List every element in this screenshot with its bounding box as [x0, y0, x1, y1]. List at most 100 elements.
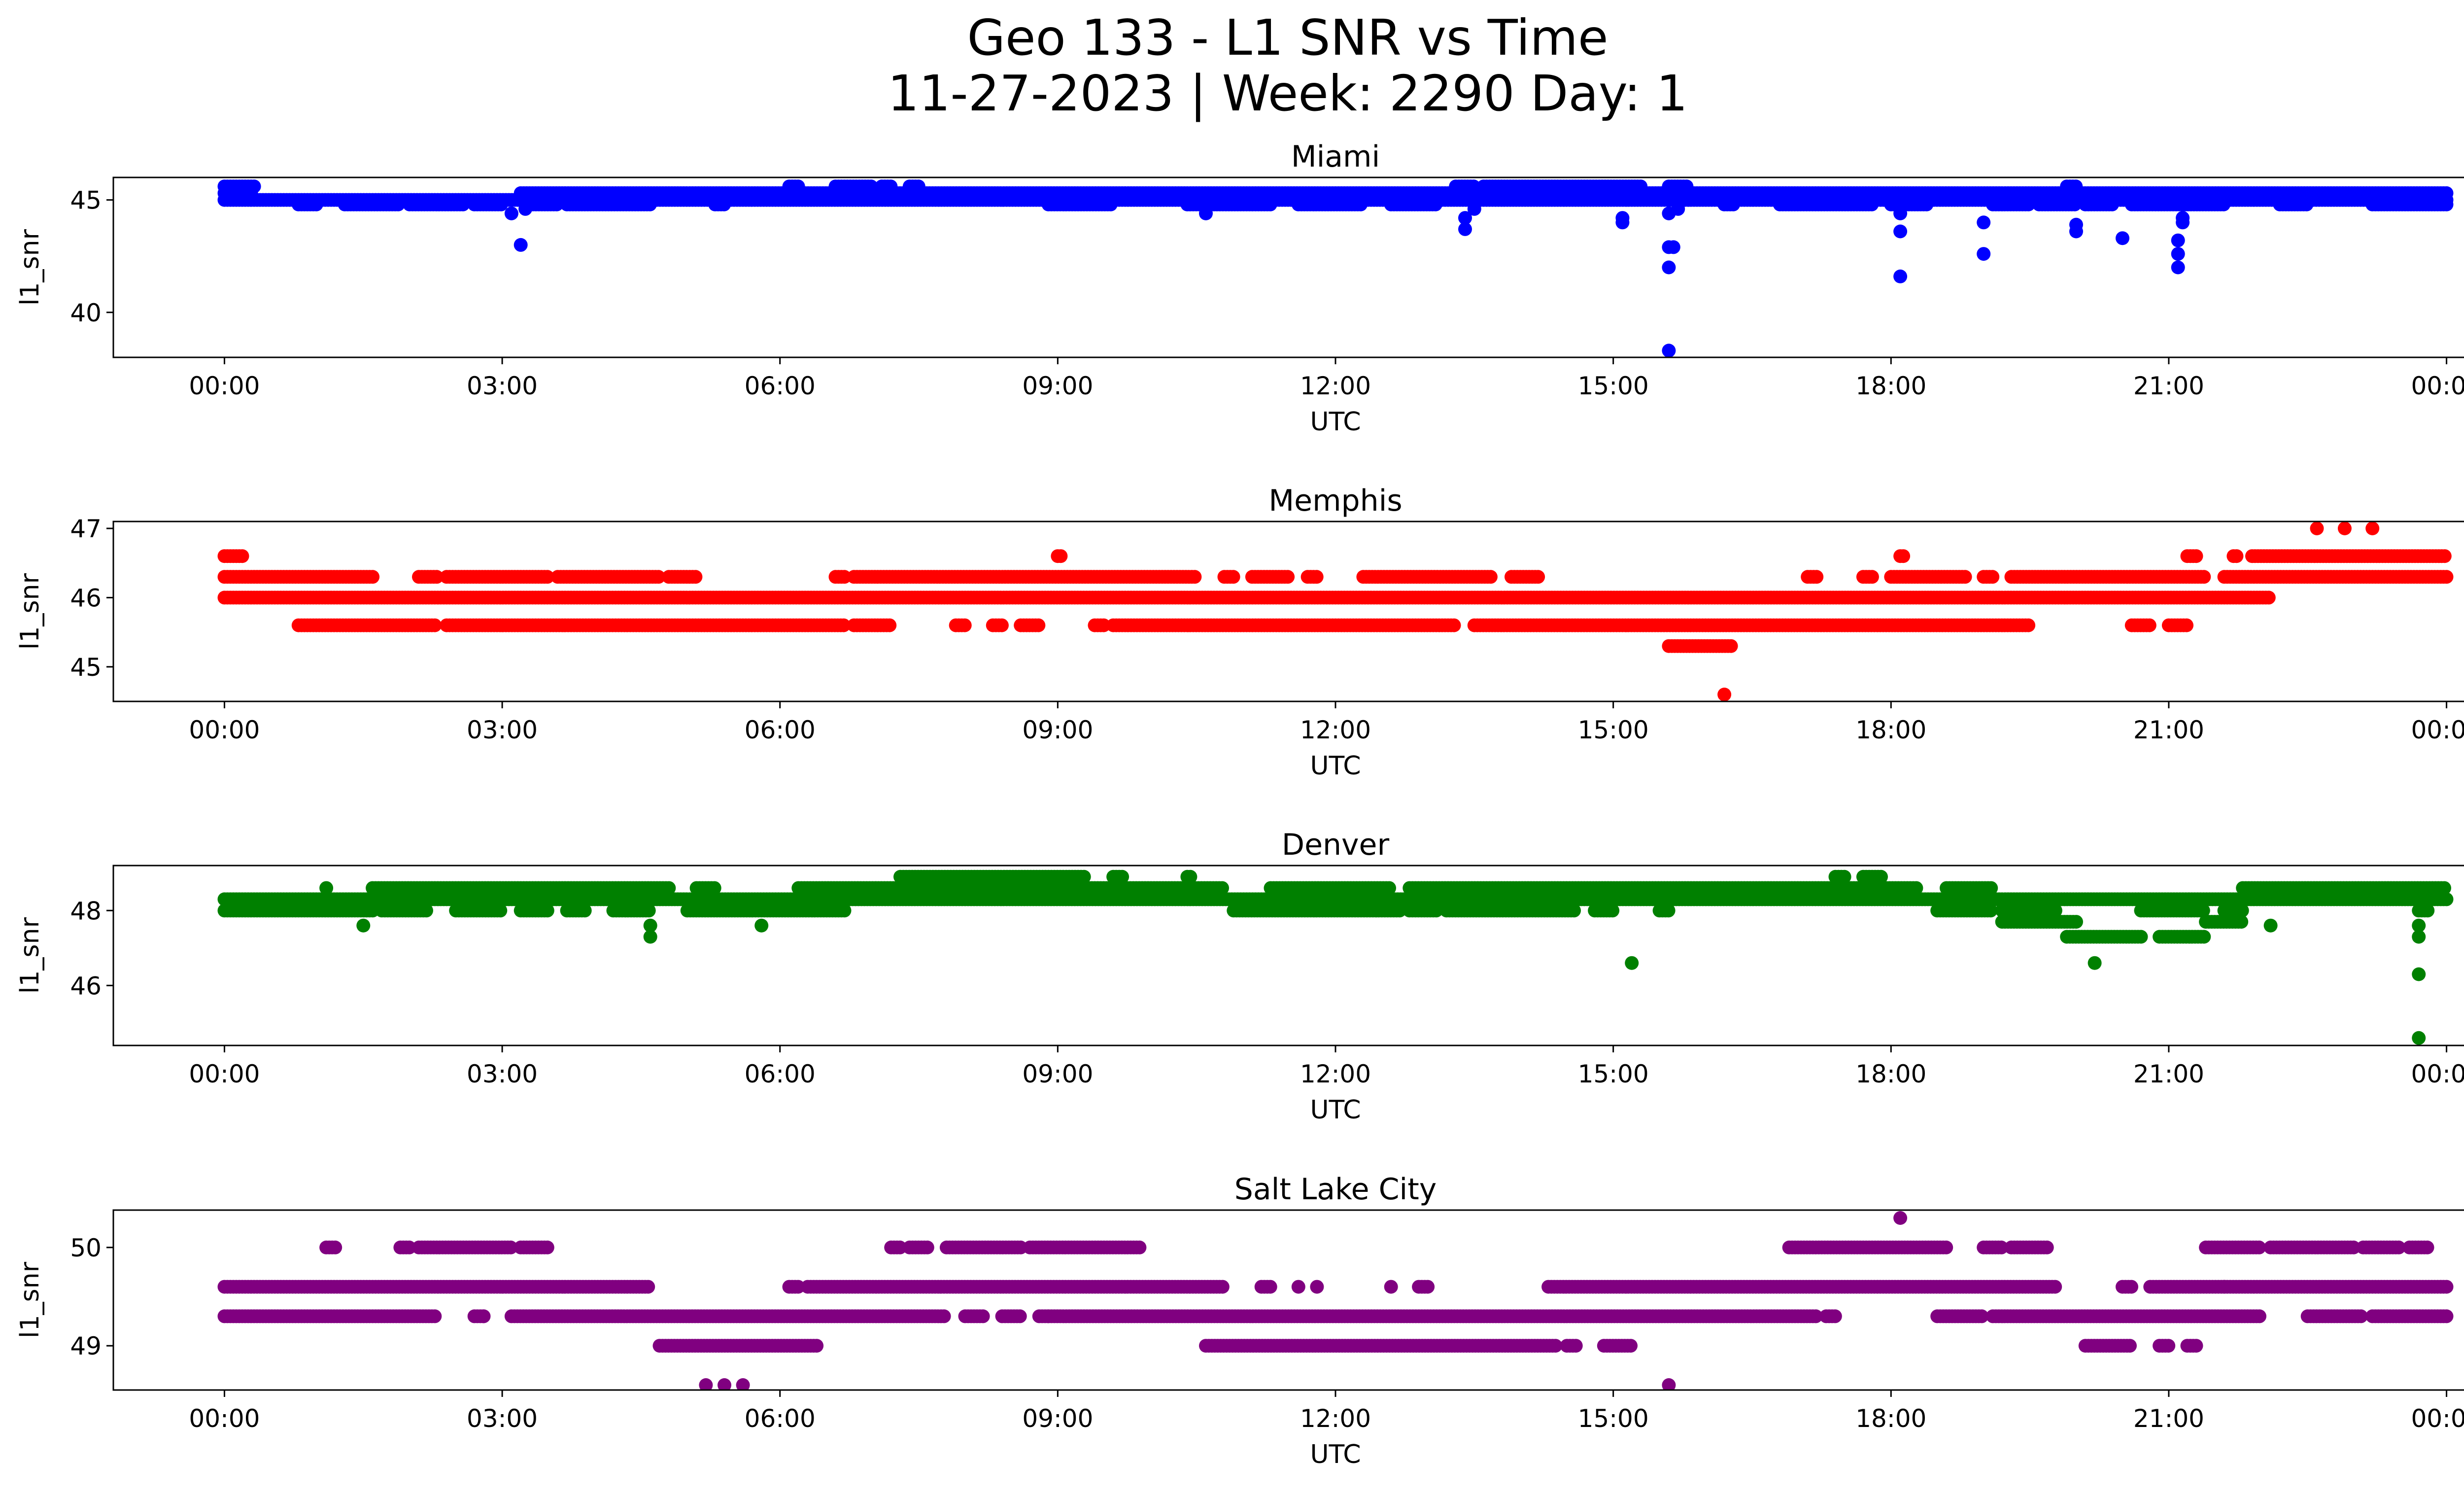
data-point: [1865, 570, 1879, 584]
data-point: [717, 197, 731, 211]
data-point: [651, 570, 666, 584]
data-point: [1893, 224, 1908, 239]
data-point: [791, 179, 805, 194]
data-point: [1977, 247, 1991, 261]
data-point: [1096, 618, 1111, 632]
data-point: [2439, 892, 2454, 906]
data-point: [2116, 231, 2129, 245]
subplot-miami: 00:00 03:00 06:00 09:00 12:00 15:00 18:00 21:00…: [15, 139, 2464, 437]
data-point: [2229, 549, 2244, 563]
data-point: [643, 197, 657, 211]
data-point: [1458, 222, 1472, 236]
data-point: [1054, 549, 1068, 563]
data-point: [493, 904, 508, 918]
data-point: [1958, 570, 1972, 584]
data-point: [2299, 197, 2314, 211]
data-point: [2021, 197, 2036, 211]
x-tick-label: 00:00: [189, 372, 260, 400]
data-point: [1893, 269, 1908, 283]
data-point: [494, 197, 508, 211]
x-tick-label: 00:00: [2411, 716, 2464, 744]
data-point: [1717, 688, 1732, 701]
data-point: [2310, 522, 2324, 535]
axes-frame: [112, 521, 2464, 702]
data-point: [549, 197, 564, 211]
data-point: [1447, 618, 1461, 632]
y-tick-label: 45: [70, 653, 102, 682]
data-point: [1985, 570, 2000, 584]
data-point: [2365, 522, 2380, 535]
data-point: [419, 904, 433, 918]
data-point: [1467, 202, 1481, 216]
data-point: [2176, 211, 2190, 225]
data-point: [1661, 904, 1676, 918]
data-point: [2171, 260, 2185, 275]
data-point: [994, 618, 1009, 632]
x-tick-label: 09:00: [1022, 372, 1093, 400]
x-tick-label: 12:00: [1300, 372, 1371, 400]
data-point: [1188, 570, 1202, 584]
data-point: [1679, 179, 1694, 194]
x-tick-label: 06:00: [745, 372, 816, 400]
data-point: [1567, 904, 1581, 918]
x-tick-label: 18:00: [1855, 716, 1926, 744]
data-point: [883, 618, 897, 632]
x-tick-label: 06:00: [745, 716, 816, 744]
data-point: [2105, 197, 2119, 211]
x-axis-label: UTC: [1310, 407, 1361, 437]
data-point: [309, 197, 323, 211]
data-point: [1428, 197, 1442, 211]
x-tick-label: 03:00: [467, 372, 538, 400]
y-tick-label: 45: [70, 186, 102, 215]
y-axis-label: l1_snr: [15, 229, 45, 306]
data-point: [2069, 224, 2083, 239]
figure-title-line2: 11-27-2023 | Week: 2290 Day: 1: [888, 65, 1688, 122]
data-point: [837, 904, 852, 918]
y-tick-label: 46: [70, 584, 102, 612]
x-tick-label: 00:00: [2411, 372, 2464, 400]
data-point: [2235, 904, 2249, 918]
data-point: [1429, 904, 1443, 918]
data-point: [1103, 197, 1118, 211]
data-point: [1666, 240, 1680, 254]
subplot-denver: 00:00 03:00 06:00 09:00 12:00 15:00 18:00 21:00…: [15, 828, 2464, 1125]
data-point: [2439, 197, 2454, 211]
data-point: [837, 618, 851, 632]
data-point: [1458, 211, 1472, 225]
data-point: [430, 570, 444, 584]
data-point: [1865, 197, 1879, 211]
data-point: [2217, 197, 2231, 211]
data-point: [1893, 207, 1908, 220]
x-tick-label: 12:00: [1300, 716, 1371, 744]
x-tick-label: 21:00: [2133, 716, 2204, 744]
data-point: [1810, 570, 1824, 584]
data-point: [1483, 570, 1498, 584]
data-point: [884, 179, 898, 194]
data-point: [2196, 904, 2210, 918]
data-point: [1662, 344, 1676, 357]
x-tick-label: 18:00: [1855, 372, 1926, 400]
data-point: [1226, 570, 1240, 584]
data-point: [366, 570, 380, 584]
data-point: [1467, 179, 1481, 194]
x-tick-label: 15:00: [1578, 372, 1649, 400]
scatter-points: [217, 179, 2454, 357]
x-tick-label: 21:00: [2133, 372, 2204, 400]
x-tick-label: 03:00: [467, 716, 538, 744]
data-point: [2180, 618, 2193, 632]
data-point: [1531, 570, 1545, 584]
data-point: [2069, 179, 2083, 194]
data-point: [518, 202, 533, 216]
data-point: [911, 179, 925, 194]
data-point: [513, 238, 528, 252]
data-point: [391, 197, 405, 211]
x-tick-label: 09:00: [1022, 716, 1093, 744]
data-point: [2021, 618, 2036, 632]
scatter-points: [217, 522, 2454, 701]
data-point: [2142, 618, 2156, 632]
data-point: [1977, 215, 1991, 230]
data-point: [1896, 549, 1911, 563]
data-point: [1031, 618, 1046, 632]
data-point: [1606, 904, 1620, 918]
